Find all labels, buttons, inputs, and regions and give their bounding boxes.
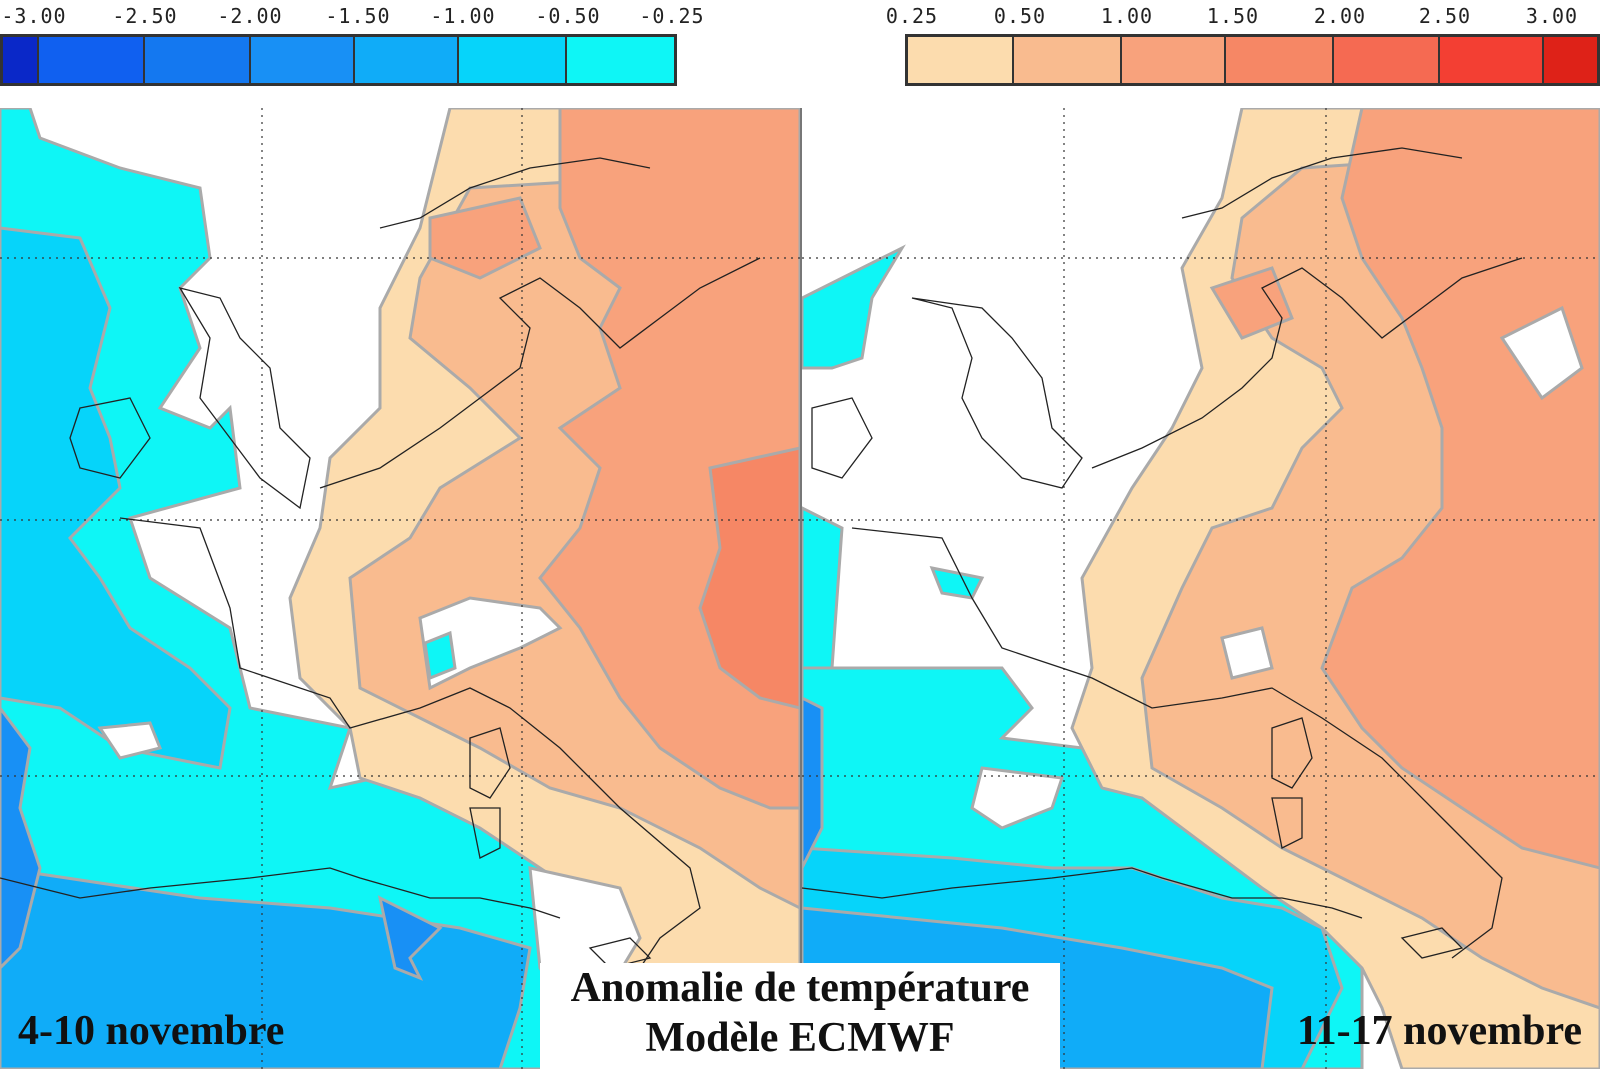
- legend-swatch: [39, 37, 145, 83]
- legend-tick: 1.50: [1206, 4, 1260, 28]
- cold-anomaly-region: [0, 226, 232, 770]
- legend-swatch: [3, 37, 39, 83]
- legend-tick: -1.50: [325, 4, 391, 28]
- legend-negative: -3.00 -2.50 -2.00 -1.50 -1.00 -0.50 -0.2…: [0, 0, 704, 92]
- warm-anomaly-region: [1320, 108, 1600, 870]
- legend-tick: -0.50: [535, 4, 601, 28]
- title-line: Anomalie de température: [570, 965, 1030, 1011]
- legend-swatch: [908, 37, 1014, 83]
- cold-anomaly-region: [929, 565, 985, 600]
- legend-swatch: [1440, 37, 1544, 83]
- legend-tick: -0.25: [639, 4, 705, 28]
- legend-swatch: [1544, 37, 1597, 83]
- map-panel-left: 4-10 novembre: [0, 108, 800, 1069]
- legend-tick: 3.00: [1525, 4, 1579, 28]
- neutral-region: [1499, 305, 1584, 401]
- cold-anomaly-region: [0, 866, 532, 1069]
- legend-tick: 0.25: [885, 4, 939, 28]
- cold-anomaly-region: [423, 630, 457, 681]
- neutral-region: [1220, 626, 1274, 680]
- legend-swatch: [567, 37, 674, 83]
- legend-tick: 0.50: [993, 4, 1047, 28]
- legend-swatch: [459, 37, 567, 83]
- model-name: Modèle ECMWF: [645, 1015, 955, 1061]
- gridlines: [802, 108, 1600, 1069]
- anomaly-map-right: [802, 108, 1600, 1069]
- panel-date-label: 4-10 novembre: [18, 1008, 285, 1054]
- cold-anomaly-region: [802, 696, 824, 869]
- legend-tick: -2.00: [217, 4, 283, 28]
- figure-title: Anomalie de température Modèle ECMWF: [540, 963, 1060, 1069]
- legend-swatch: [1226, 37, 1334, 83]
- cold-anomaly-region: [802, 244, 906, 370]
- legend-swatch: [145, 37, 251, 83]
- legend-tick: -1.00: [430, 4, 496, 28]
- legend-tick: -2.50: [112, 4, 178, 28]
- legend-swatch: [355, 37, 459, 83]
- panel-date-label: 11-17 novembre: [1296, 1008, 1582, 1054]
- cold-anomaly-region: [377, 895, 443, 981]
- legend-tick: 1.00: [1100, 4, 1154, 28]
- cold-anomaly-region: [802, 506, 844, 670]
- warm-anomaly-region: [698, 446, 800, 710]
- legend-swatch: [251, 37, 355, 83]
- legend-swatch: [1122, 37, 1226, 83]
- legend-color-bar-positive: [905, 34, 1600, 86]
- legend-positive: 0.25 0.50 1.00 1.50 2.00 2.50 3.00: [886, 0, 1600, 92]
- coastlines: [0, 157, 761, 969]
- legend-swatch: [1014, 37, 1122, 83]
- panel-divider: [800, 108, 802, 963]
- legend-color-bar-negative: [0, 34, 677, 86]
- legend-tick: 2.50: [1418, 4, 1472, 28]
- legend-swatch: [1334, 37, 1440, 83]
- cold-anomaly-region: [0, 705, 42, 971]
- warm-anomaly-region: [1209, 266, 1294, 340]
- legend-tick: 2.00: [1313, 4, 1367, 28]
- neutral-region: [97, 721, 163, 760]
- coastlines: [802, 147, 1523, 959]
- anomaly-map-left: [0, 108, 800, 1069]
- legend-tick: -3.00: [1, 4, 67, 28]
- map-panel-right: 11-17 novembre: [802, 108, 1600, 1069]
